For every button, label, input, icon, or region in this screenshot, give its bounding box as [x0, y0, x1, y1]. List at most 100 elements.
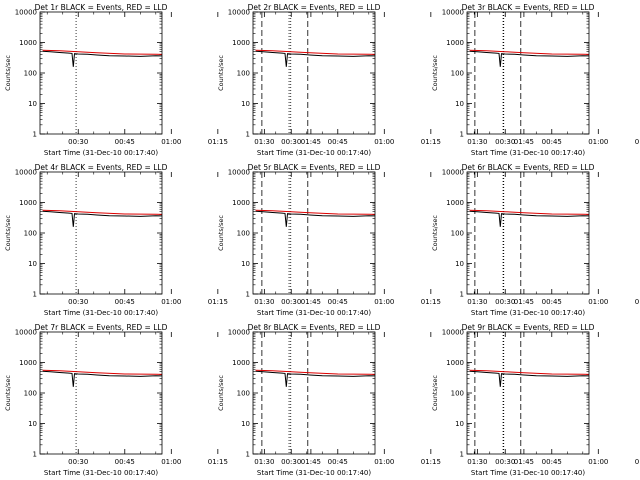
x-tick-label: 00:45 [115, 298, 135, 306]
series-line-events [255, 210, 375, 227]
y-tick-label: 10000 [442, 329, 464, 337]
x-tick-label: 00:30 [281, 458, 301, 466]
y-tick-label: 10 [28, 100, 37, 108]
x-tick-label: 01:30 [467, 138, 487, 146]
plot-frame [39, 331, 163, 455]
y-tick-label: 1 [33, 131, 37, 139]
y-axis-label: Counts/sec [217, 55, 225, 91]
x-axis-label: Start Time (31-Dec-10 00:17:40) [44, 149, 158, 157]
x-axis-label: Start Time (31-Dec-10 00:17:40) [257, 309, 371, 317]
panel-title: Det 2r BLACK = Events, RED = LLD [248, 3, 381, 12]
panel-3: Det 3r BLACK = Events, RED = LLD Counts/s… [431, 3, 640, 157]
x-tick-label: 01:30 [254, 458, 274, 466]
series-line-events [469, 50, 589, 67]
x-tick-label: 01:00 [374, 458, 394, 466]
panel-title: Det 1r BLACK = Events, RED = LLD [35, 3, 168, 12]
x-tick-label: 01:00 [588, 138, 608, 146]
y-tick-label: 10 [241, 260, 250, 268]
y-axis-label: Counts/sec [431, 215, 439, 251]
x-tick-label: 00:30 [68, 458, 88, 466]
panel-title: Det 8r BLACK = Events, RED = LLD [248, 323, 381, 332]
x-axis-label: Start Time (31-Dec-10 00:17:40) [257, 149, 371, 157]
panel-8: Det 8r BLACK = Events, RED = LLD Counts/s… [217, 323, 534, 477]
y-axis-label: Counts/sec [4, 55, 12, 91]
series-line-events [469, 370, 589, 387]
series-group [255, 209, 375, 227]
x-tick-label: 00:45 [328, 138, 348, 146]
y-axis-label: Counts/sec [431, 55, 439, 91]
y-tick-label: 10000 [228, 9, 250, 17]
x-tick-label: 01:15 [421, 138, 441, 146]
y-tick-label: 100 [237, 390, 250, 398]
series-line-events [42, 210, 162, 227]
panel-title: Det 4r BLACK = Events, RED = LLD [35, 163, 168, 172]
series-line-lld [42, 209, 162, 215]
series-line-lld [469, 209, 589, 215]
y-tick-label: 10 [455, 260, 464, 268]
y-axis-label: Counts/sec [4, 375, 12, 411]
series-group [469, 49, 589, 67]
panel-title: Det 6r BLACK = Events, RED = LLD [462, 163, 595, 172]
x-tick-label: 01:15 [208, 298, 228, 306]
x-tick-label: 01:45 [301, 138, 321, 146]
plot-frame [39, 11, 163, 135]
y-tick-label: 10 [241, 420, 250, 428]
x-tick-label: 01:30 [467, 458, 487, 466]
panel-title: Det 7r BLACK = Events, RED = LLD [35, 323, 168, 332]
y-axis-label: Counts/sec [431, 375, 439, 411]
x-tick-label: 00:30 [281, 298, 301, 306]
y-tick-label: 100 [24, 390, 37, 398]
y-tick-label: 1000 [232, 199, 250, 207]
x-tick-label: 00:45 [542, 458, 562, 466]
y-tick-label: 1 [460, 451, 464, 459]
x-tick-label: 01:45 [514, 298, 534, 306]
x-tick-label: 00:30 [495, 138, 515, 146]
series-group [255, 49, 375, 67]
series-group [469, 209, 589, 227]
y-axis-label: Counts/sec [217, 215, 225, 251]
series-group [469, 369, 589, 387]
y-tick-label: 10 [241, 100, 250, 108]
y-tick-label: 100 [451, 390, 464, 398]
x-tick-label: 01:15 [208, 458, 228, 466]
panel-4: Det 4r BLACK = Events, RED = LLD Counts/s… [4, 163, 321, 317]
series-group [42, 209, 162, 227]
series-line-lld [469, 369, 589, 375]
panel-9: Det 9r BLACK = Events, RED = LLD Counts/s… [431, 323, 640, 477]
x-axis-label: Start Time (31-Dec-10 00:17:40) [44, 309, 158, 317]
y-tick-label: 1000 [19, 199, 37, 207]
x-tick-label: 00:45 [542, 298, 562, 306]
x-axis-label: Start Time (31-Dec-10 00:17:40) [471, 309, 585, 317]
x-tick-label: 01:15 [421, 458, 441, 466]
panel-6: Det 6r BLACK = Events, RED = LLD Counts/s… [431, 163, 640, 317]
x-tick-label: 01:45 [301, 458, 321, 466]
x-tick-label: 01:00 [161, 298, 181, 306]
x-tick-label: 00:30 [68, 298, 88, 306]
x-tick-label: 00:45 [115, 138, 135, 146]
series-line-lld [42, 49, 162, 55]
y-tick-label: 1 [33, 291, 37, 299]
y-tick-label: 100 [237, 230, 250, 238]
y-tick-label: 10000 [228, 329, 250, 337]
x-tick-label: 00:30 [68, 138, 88, 146]
x-tick-label: 01:00 [588, 298, 608, 306]
x-tick-label: 01:15 [635, 138, 640, 146]
y-tick-label: 10000 [15, 9, 37, 17]
plot-frame [252, 331, 376, 455]
panel-title: Det 9r BLACK = Events, RED = LLD [462, 323, 595, 332]
y-tick-label: 10000 [228, 169, 250, 177]
series-group [255, 369, 375, 387]
x-tick-label: 01:15 [635, 298, 640, 306]
x-axis-label: Start Time (31-Dec-10 00:17:40) [471, 469, 585, 477]
series-line-lld [42, 369, 162, 375]
y-tick-label: 1000 [232, 39, 250, 47]
y-tick-label: 1000 [232, 359, 250, 367]
y-tick-label: 100 [451, 230, 464, 238]
y-tick-label: 10 [455, 420, 464, 428]
y-tick-label: 1000 [446, 199, 464, 207]
x-tick-label: 01:45 [514, 138, 534, 146]
x-axis-label: Start Time (31-Dec-10 00:17:40) [257, 469, 371, 477]
series-line-lld [255, 209, 375, 215]
x-tick-label: 01:15 [421, 298, 441, 306]
